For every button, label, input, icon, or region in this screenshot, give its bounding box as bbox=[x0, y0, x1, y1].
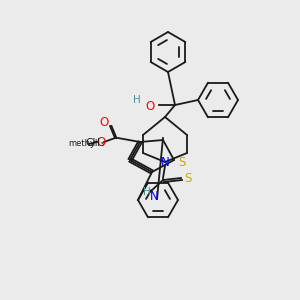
Text: H: H bbox=[143, 187, 151, 197]
Text: S: S bbox=[184, 172, 191, 184]
Text: S: S bbox=[178, 155, 185, 169]
Text: O: O bbox=[99, 116, 109, 128]
Text: N: N bbox=[160, 155, 169, 169]
Text: N: N bbox=[150, 190, 158, 202]
Text: methyl: methyl bbox=[68, 140, 98, 148]
Text: CH₃: CH₃ bbox=[85, 138, 104, 148]
Text: O: O bbox=[146, 100, 154, 113]
Text: H: H bbox=[133, 95, 141, 105]
Text: O: O bbox=[96, 136, 106, 148]
